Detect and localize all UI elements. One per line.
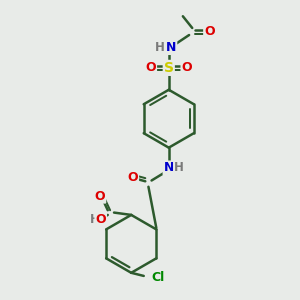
- Text: O: O: [204, 26, 215, 38]
- Text: O: O: [182, 61, 192, 74]
- Text: N: N: [164, 161, 174, 175]
- Text: O: O: [146, 61, 156, 74]
- Text: N: N: [166, 41, 176, 54]
- Text: O: O: [128, 171, 138, 184]
- Text: Cl: Cl: [152, 271, 165, 284]
- Text: O: O: [94, 190, 105, 202]
- Text: H: H: [89, 213, 99, 226]
- Text: O: O: [95, 213, 106, 226]
- Text: H: H: [155, 41, 165, 54]
- Text: S: S: [164, 61, 174, 75]
- Text: H: H: [174, 161, 184, 175]
